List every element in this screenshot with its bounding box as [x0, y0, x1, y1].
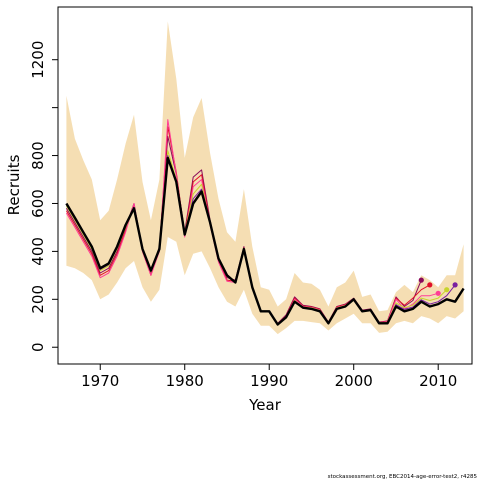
y-tick-label: 0 — [29, 342, 47, 352]
end-point-peel-4 — [444, 287, 450, 293]
x-tick-label: 2000 — [335, 372, 373, 390]
y-tick-label: 1200 — [29, 41, 47, 79]
x-axis-title: Year — [248, 396, 282, 414]
y-tick-label: 200 — [29, 285, 47, 314]
y-axis: 0 200 400 600 800 1200 — [29, 41, 59, 352]
y-tick-label: 400 — [29, 237, 47, 266]
y-tick-label: 600 — [29, 189, 47, 218]
x-axis: 1970 1980 1990 2000 2010 — [81, 363, 457, 390]
x-tick-label: 1990 — [250, 372, 288, 390]
y-axis-title: Recruits — [5, 154, 23, 215]
end-point-peel-5 — [452, 282, 458, 288]
series-lines — [65, 119, 465, 326]
y-tick-label: 800 — [29, 141, 47, 170]
end-point-peel-1 — [418, 277, 424, 283]
x-tick-label: 2010 — [419, 372, 457, 390]
end-point-peel-3 — [435, 290, 441, 296]
series-end-points — [418, 277, 458, 296]
x-tick-label: 1970 — [81, 372, 119, 390]
x-tick-label: 1980 — [166, 372, 204, 390]
footer-source: stockassessment.org, EBC2014-age-error-t… — [328, 474, 478, 480]
confidence-band — [66, 21, 464, 335]
end-point-peel-2 — [427, 282, 433, 288]
series-line-base — [65, 156, 465, 326]
